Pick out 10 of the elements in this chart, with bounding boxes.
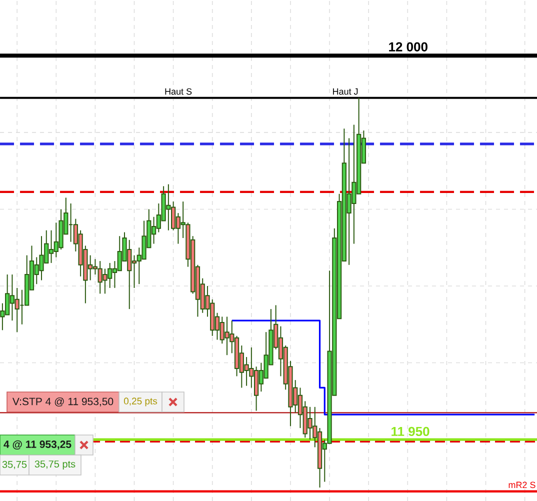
- annotation: V:STP 4 @ 11 953,50: [12, 397, 114, 407]
- annotation: 35,75: [2, 460, 27, 470]
- ref-line-label: mR2 S: [508, 482, 536, 488]
- ref-line-label: Haut S: [165, 88, 192, 95]
- ref-line-label: 11 950: [392, 426, 430, 436]
- annotation: 35,75 pts: [34, 460, 76, 470]
- annotation: Haut J: [333, 88, 358, 95]
- annotation: 4 @ 11 953,25: [4, 440, 72, 450]
- annotation: 0,25 pts: [124, 398, 158, 406]
- ref-line-label: 12 000: [389, 42, 428, 52]
